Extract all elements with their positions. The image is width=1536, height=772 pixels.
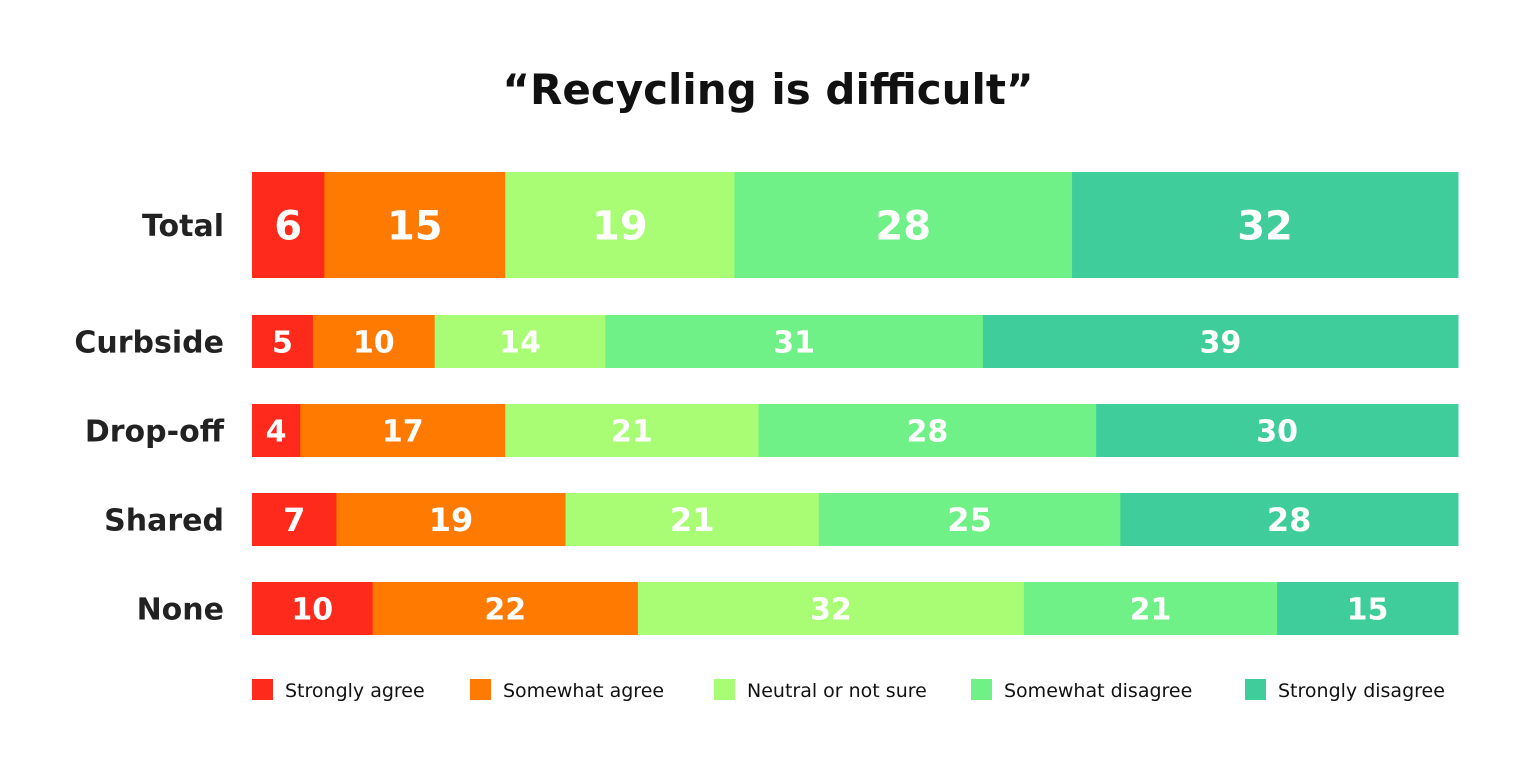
legend-swatch [470, 679, 491, 700]
data-label: 15 [387, 203, 443, 249]
data-label: 17 [382, 414, 424, 449]
data-label: 6 [274, 203, 302, 249]
bar-segment [252, 493, 337, 546]
data-label: 4 [266, 414, 287, 449]
category-label: Shared [104, 504, 224, 539]
bar-segment [252, 582, 374, 635]
bar-segment [1072, 172, 1459, 278]
data-label: 28 [875, 203, 931, 249]
bar-segment [637, 582, 1025, 635]
data-label: 10 [353, 325, 395, 360]
legend: Strongly agree Somewhat agree Neutral or n… [252, 679, 1445, 702]
legend-swatch [714, 679, 735, 700]
bar-segment [505, 404, 760, 457]
category-label: Curbside [74, 326, 224, 361]
bar-segment [1277, 582, 1459, 635]
data-label: 28 [906, 414, 948, 449]
category-label: None [137, 593, 224, 628]
bar-segment [758, 404, 1097, 457]
legend-label: Strongly agree [285, 680, 425, 702]
data-label: 10 [291, 592, 333, 627]
data-label: 25 [947, 501, 992, 539]
data-label: 28 [1267, 501, 1312, 539]
data-label: 5 [272, 325, 293, 360]
data-label: 22 [484, 592, 526, 627]
bar-segment [1023, 582, 1278, 635]
bar-segment [605, 315, 984, 368]
bar-segment [734, 172, 1073, 278]
data-label: 39 [1200, 325, 1242, 360]
data-label: 31 [773, 325, 815, 360]
bar-segment [505, 172, 735, 278]
data-label: 32 [810, 592, 852, 627]
data-label: 19 [592, 203, 648, 249]
data-label: 7 [283, 501, 305, 539]
bar-segment [252, 172, 325, 278]
data-label: 30 [1256, 414, 1298, 449]
legend-swatch [1245, 679, 1266, 700]
chart-title: “Recycling is difficult” [502, 65, 1033, 114]
bar-segment [372, 582, 639, 635]
bar-segment [252, 404, 301, 457]
bar-segment [982, 315, 1459, 368]
bar-segment [1120, 493, 1459, 546]
data-label: 21 [1130, 592, 1172, 627]
legend-label: Strongly disagree [1278, 680, 1445, 702]
legend-label: Somewhat disagree [1004, 680, 1192, 702]
data-label: 19 [429, 501, 474, 539]
bar-segment [324, 172, 506, 278]
legend-label: Somewhat agree [503, 680, 664, 702]
bar-segment [300, 404, 506, 457]
bar-segment [336, 493, 567, 546]
bar-segment [434, 315, 606, 368]
bar-segment [312, 315, 436, 368]
category-label: Drop-off [85, 415, 225, 450]
legend-label: Neutral or not sure [747, 680, 927, 702]
bar-segment [565, 493, 820, 546]
category-label: Total [142, 209, 224, 244]
legend-swatch [252, 679, 273, 700]
data-label: 21 [611, 414, 653, 449]
bar-segment [818, 493, 1121, 546]
data-label: 21 [670, 501, 715, 539]
legend-swatch [971, 679, 992, 700]
data-label: 15 [1347, 592, 1389, 627]
bar-segment [1096, 404, 1459, 457]
bar-segment [252, 315, 314, 368]
bars-group: Total 6 15 19 28 32 Curbside 5 10 14 31 39 Drop-off 4… [74, 172, 1459, 635]
data-label: 32 [1237, 203, 1293, 249]
data-label: 14 [499, 325, 541, 360]
